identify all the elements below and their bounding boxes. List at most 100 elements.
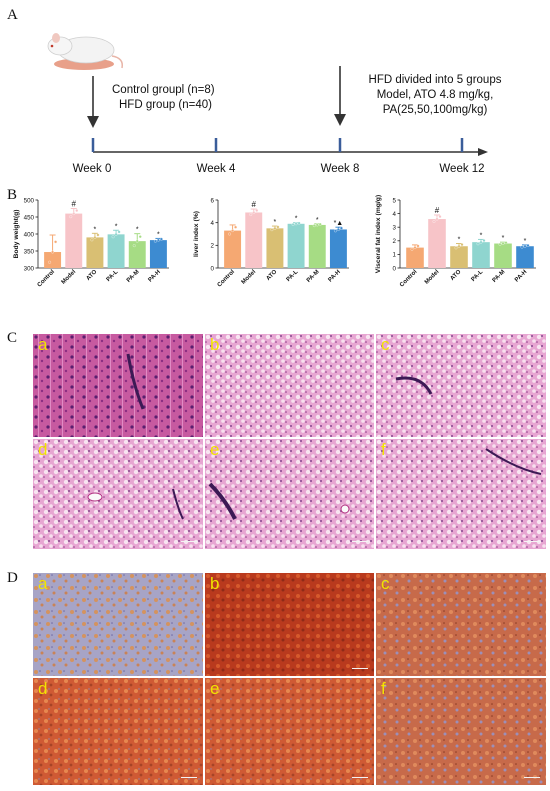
body-weight-chart: 300 350 400 450 500 Body weight(g) Control # Mod… (13, 197, 169, 289)
x-tick-label: ATO (266, 269, 279, 282)
he-texture (376, 439, 546, 549)
data-point (276, 225, 280, 229)
data-point (132, 244, 136, 248)
data-point (416, 244, 420, 248)
significance-mark: * (295, 216, 298, 223)
data-point (54, 240, 58, 244)
bar-pa-m (308, 224, 326, 268)
data-point (520, 245, 524, 249)
x-tick-label: PA-H (148, 269, 162, 283)
y-axis-label: Visceral fat index (mg/g) (375, 195, 382, 273)
bar-model (428, 219, 446, 268)
significance-mark: * (316, 217, 319, 224)
data-point (114, 232, 118, 236)
significance-mark: * (458, 237, 461, 244)
y-tick-label: 300 (24, 265, 35, 272)
significance-mark: # (435, 206, 440, 215)
data-point (339, 226, 343, 230)
x-tick-label: Control (37, 269, 57, 289)
he-texture (376, 334, 546, 437)
data-point (523, 244, 527, 248)
x-tick-label: PA-M (126, 269, 141, 284)
hfd-dose-text-2: PA(25,50,100mg/kg) (382, 104, 488, 116)
data-point (273, 226, 277, 230)
y-tick-label: 3 (393, 225, 397, 232)
data-point (138, 235, 142, 239)
data-point (498, 242, 502, 246)
scale-bar (524, 777, 540, 778)
y-tick-label: 2 (211, 243, 215, 250)
data-point (435, 217, 439, 221)
he-tile-e: e (205, 439, 374, 549)
bar-pa-l (107, 234, 125, 268)
data-point (432, 220, 436, 223)
scale-bar (181, 777, 197, 778)
panel-label-d: D (7, 570, 18, 586)
x-tick-label: PA-H (514, 269, 528, 283)
bar-pa-h (516, 246, 534, 268)
scale-bar (352, 668, 368, 669)
data-point (410, 247, 414, 251)
data-point (72, 212, 76, 216)
hfd-group-text: HFD group (n=40) (119, 99, 212, 111)
y-tick-label: 6 (211, 197, 215, 204)
y-tick-label: 4 (211, 220, 215, 227)
bar-pa-h (149, 240, 167, 268)
week-label-0: Week 0 (72, 163, 112, 175)
data-point (75, 209, 79, 212)
data-point (297, 221, 301, 225)
bar-model (65, 213, 83, 268)
liver-index-chart: 0 2 4 6 liver index (%) Control # Model * ATO * PA-… (193, 197, 349, 288)
tile-label-b: b (210, 335, 220, 354)
he-tile-f: f (376, 439, 546, 549)
data-point (252, 211, 256, 214)
bar-control (44, 252, 62, 268)
data-point (270, 228, 274, 232)
data-point (96, 233, 100, 237)
data-point (111, 235, 115, 239)
data-point (504, 241, 508, 245)
y-axis-label: liver index (%) (193, 211, 200, 257)
significance-mark: # (252, 200, 257, 209)
data-point (413, 246, 417, 250)
data-point (153, 239, 157, 243)
panel-label-a: A (7, 7, 18, 23)
bar-pa-h (329, 229, 347, 268)
he-texture (33, 439, 203, 549)
x-tick-label: PA-M (492, 269, 507, 284)
data-point (234, 225, 238, 229)
oil-red-texture (205, 678, 374, 785)
x-tick-label: Control (399, 269, 419, 289)
x-tick-label: ATO (86, 269, 99, 282)
significance-mark: * (524, 238, 527, 245)
data-point (476, 242, 480, 246)
oil-red-texture (205, 573, 374, 676)
data-point (318, 222, 322, 226)
data-point (501, 242, 505, 245)
bar-ato (86, 237, 104, 268)
hfd-dose-text-1: Model, ATO 4.8 mg/kg, (376, 89, 494, 101)
data-point (457, 244, 461, 248)
y-tick-label: 4 (393, 211, 397, 218)
tile-label-a: a (38, 335, 48, 354)
data-point (231, 229, 235, 233)
data-point (117, 230, 121, 234)
bar-pa-m (128, 241, 146, 268)
data-point (460, 243, 464, 247)
y-tick-label: 450 (24, 214, 35, 221)
data-point (454, 246, 458, 250)
oil-red-texture (33, 678, 203, 785)
data-point (526, 243, 530, 247)
significance-mark: * (136, 227, 139, 234)
tile-label-f: f (381, 679, 386, 698)
bar-ato (266, 228, 284, 268)
x-tick-label: Model (61, 269, 78, 286)
bar-pa-l (287, 223, 305, 268)
tile-label-f: f (381, 440, 386, 459)
data-point (291, 223, 295, 226)
x-tick-label: Model (241, 269, 258, 286)
bar-ato (450, 246, 468, 268)
x-tick-label: PA-L (471, 269, 485, 283)
x-tick-label: ATO (450, 269, 463, 282)
oil-red-tile-e: e (205, 678, 374, 785)
